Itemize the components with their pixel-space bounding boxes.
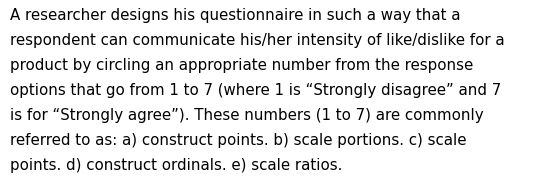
Text: referred to as: a) construct points. b) scale portions. c) scale: referred to as: a) construct points. b) … bbox=[10, 133, 466, 148]
Text: options that go from 1 to 7 (where 1 is “Strongly disagree” and 7: options that go from 1 to 7 (where 1 is … bbox=[10, 83, 501, 98]
Text: is for “Strongly agree”). These numbers (1 to 7) are commonly: is for “Strongly agree”). These numbers … bbox=[10, 108, 484, 123]
Text: product by circling an appropriate number from the response: product by circling an appropriate numbe… bbox=[10, 58, 473, 73]
Text: respondent can communicate his/her intensity of like/dislike for a: respondent can communicate his/her inten… bbox=[10, 33, 504, 48]
Text: points. d) construct ordinals. e) scale ratios.: points. d) construct ordinals. e) scale … bbox=[10, 158, 343, 173]
Text: A researcher designs his questionnaire in such a way that a: A researcher designs his questionnaire i… bbox=[10, 8, 460, 23]
